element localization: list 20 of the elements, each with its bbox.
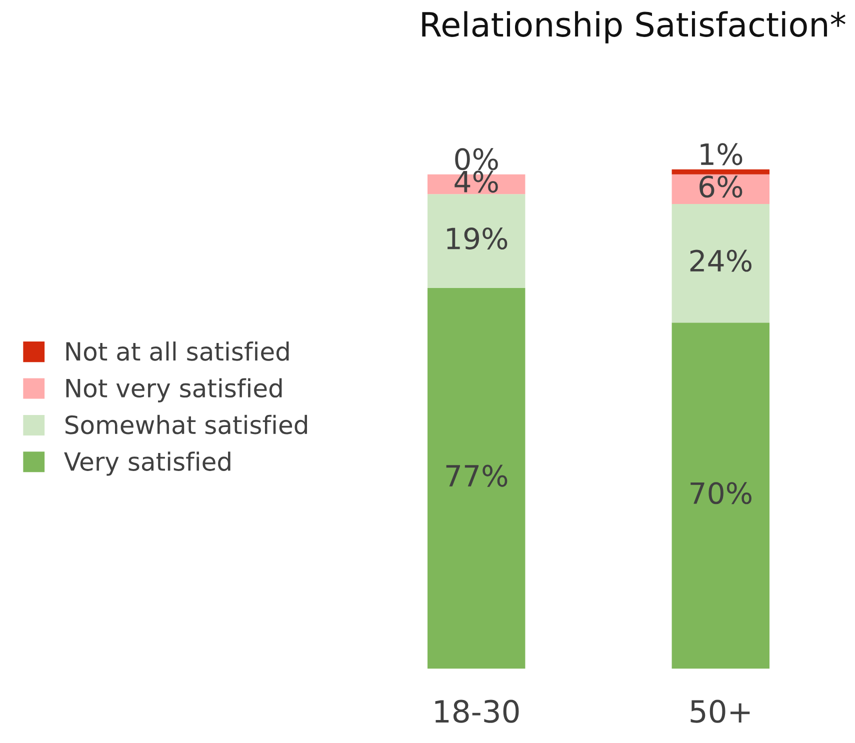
data-label: 0% [455, 148, 498, 170]
x-tick-label: 50+ [690, 700, 750, 723]
bar [672, 169, 770, 174]
data-label: 4% [454, 170, 498, 193]
bar [672, 322, 770, 669]
legend-label: Not very satisfied [66, 378, 282, 402]
data-label: 6% [700, 176, 742, 198]
bar [428, 288, 526, 669]
data-label: 77% [446, 464, 508, 487]
bar [672, 204, 770, 323]
data-label: 1% [700, 143, 742, 166]
data-label: 19% [447, 227, 508, 250]
legend-label: Very satisfied [64, 452, 230, 476]
bar [428, 194, 526, 288]
legend-label: Not at all satisfied [66, 342, 289, 361]
x-tick-label: 18-30 [435, 700, 519, 723]
legend-label: Somewhat satisfied [66, 414, 307, 434]
data-label: 24% [690, 250, 752, 272]
chart-title: Relationship Satisfaction* [422, 11, 846, 44]
data-label: 70% [690, 482, 752, 504]
